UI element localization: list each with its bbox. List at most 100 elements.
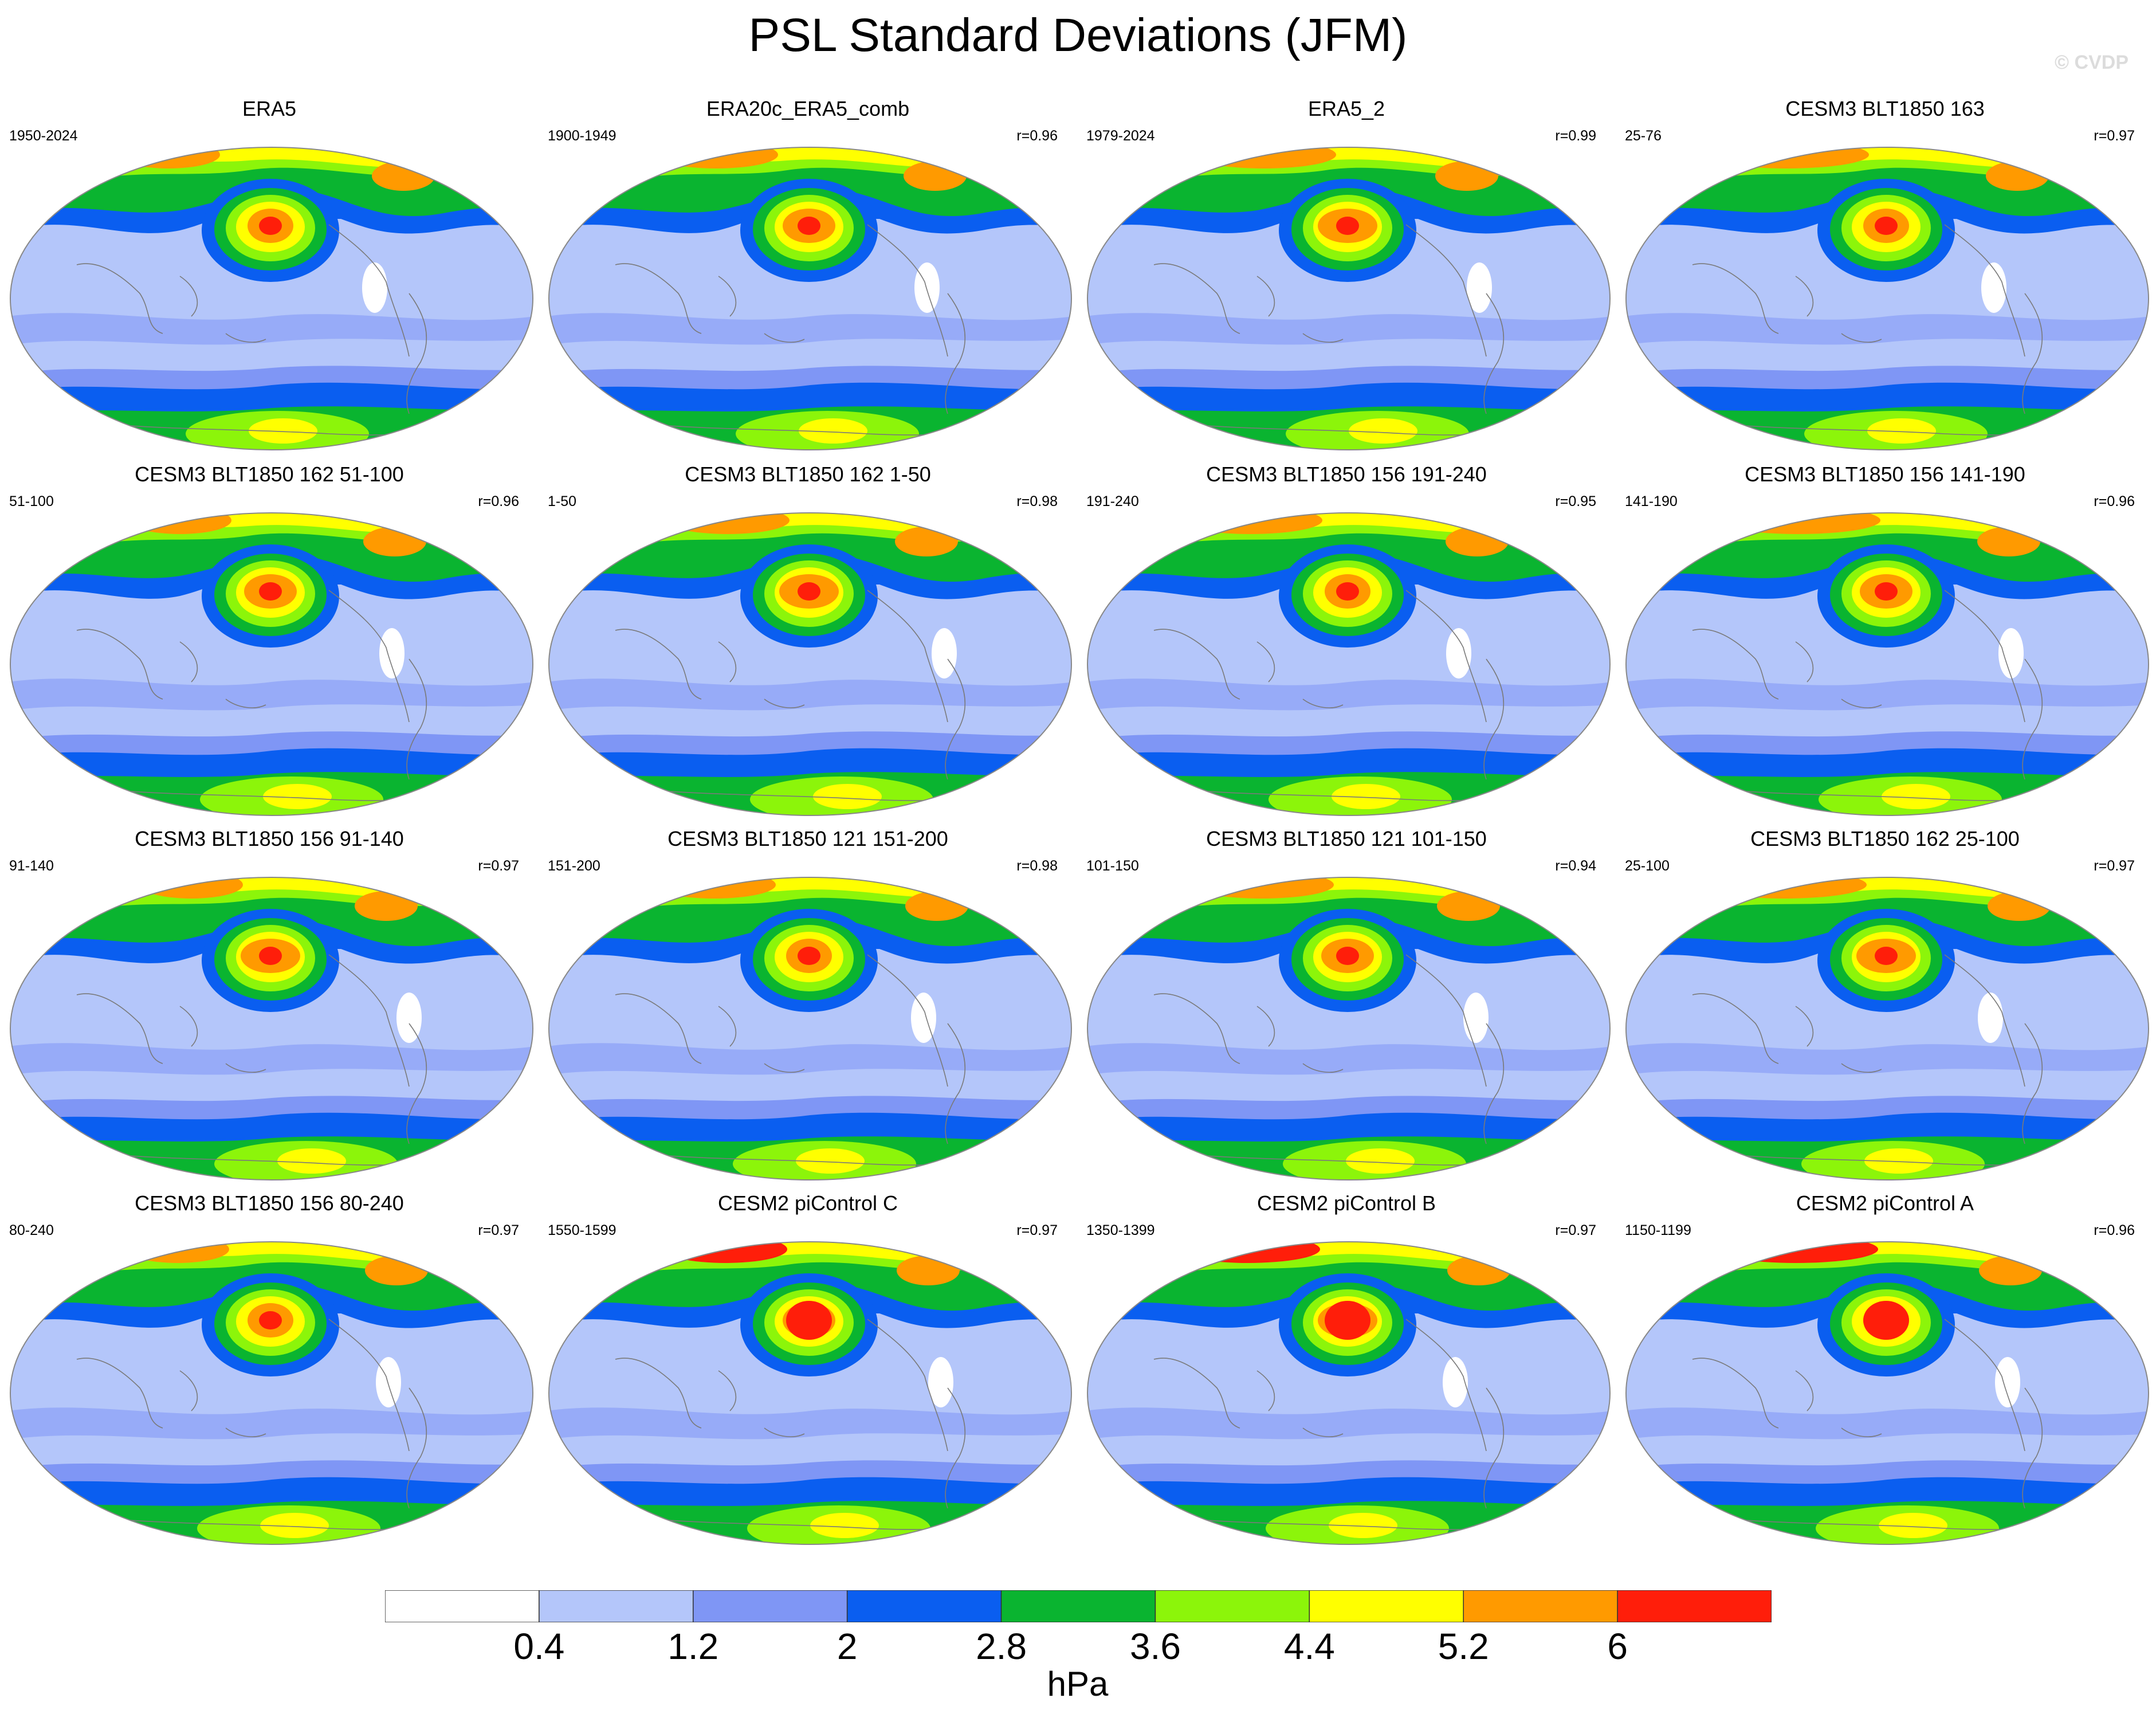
field-subtropic [1087, 1407, 1610, 1440]
panel-pattern-correlation: r=0.98 [1016, 493, 1058, 509]
global-map [1087, 877, 1611, 1180]
global-map [1625, 877, 2149, 1180]
field-min-patch [1998, 628, 2024, 678]
panel-period: 80-240 [9, 1222, 54, 1238]
coastline [2022, 1387, 2043, 1509]
panel-period: 91-140 [9, 858, 54, 874]
coastline [867, 590, 948, 723]
field-min-patch [914, 262, 940, 313]
field-atlantic-max [905, 891, 968, 921]
panel-pattern-correlation: r=0.99 [1555, 128, 1596, 144]
coastline [328, 1319, 410, 1452]
panel-pattern-correlation: r=0.94 [1555, 858, 1596, 874]
coastline [1256, 276, 1275, 317]
colorbar-tick-label: 2.8 [976, 1626, 1027, 1667]
field-south-yellow [1349, 418, 1417, 444]
field-min-patch [1995, 1357, 2020, 1407]
global-map [1087, 147, 1611, 450]
coastline [1841, 333, 1882, 343]
map-panel: CESM2 piControl C 1550-1599 r=0.97 [539, 1191, 1077, 1552]
field-subtropic [1087, 313, 1610, 345]
panel-title: ERA20c_ERA5_comb [706, 97, 910, 120]
panel-pattern-correlation: r=0.97 [1555, 1222, 1596, 1238]
coastline [406, 658, 427, 780]
field-atlantic-max [1977, 527, 2040, 556]
panel-title: CESM2 piControl A [1796, 1191, 1974, 1215]
coastline [867, 1319, 948, 1452]
field-south-yellow [1329, 1513, 1397, 1538]
panel-pattern-correlation: r=0.97 [2094, 128, 2135, 144]
coastline [1483, 293, 1505, 414]
map-outline [1625, 512, 2149, 816]
watermark: © CVDP [2055, 52, 2128, 73]
colorbar-tick-label: 5.2 [1438, 1626, 1489, 1667]
coastline [1153, 1358, 1240, 1429]
panel-period: 1-50 [548, 493, 577, 509]
global-map [10, 877, 533, 1180]
coastline [76, 1358, 163, 1429]
coastline [179, 276, 198, 317]
coastline [945, 293, 966, 414]
coastline [406, 1387, 427, 1509]
field-aleutian-max [1325, 1301, 1370, 1340]
panel-pattern-correlation: r=0.98 [1016, 858, 1058, 874]
field-aleutian-max [1336, 217, 1359, 235]
colorbar-swatch [1000, 1590, 1156, 1622]
field-subtropic [10, 678, 533, 711]
coastline [1841, 1063, 1882, 1073]
coastline [1795, 641, 1814, 683]
field-min-patch [396, 993, 422, 1043]
field-aleutian-max [259, 217, 282, 235]
field-south-yellow [1346, 1148, 1415, 1174]
field-aleutian-max [1336, 947, 1359, 965]
coastline [1692, 629, 1779, 700]
map-panel: CESM3 BLT1850 121 101-150 101-150 r=0.94 [1077, 826, 1616, 1187]
coastline [225, 1063, 266, 1073]
coastline [1944, 224, 2025, 357]
coastline [225, 699, 266, 708]
panel-pattern-correlation: r=0.96 [478, 493, 519, 509]
panel-title: CESM3 BLT1850 163 [1785, 97, 1985, 120]
colorbar-tick-label: 4.4 [1283, 1626, 1335, 1667]
coastline [945, 658, 966, 780]
coastline [328, 590, 410, 723]
colorbar [385, 1590, 1772, 1622]
panel-pattern-correlation: r=0.96 [1016, 128, 1058, 144]
coastline [1483, 1023, 1505, 1144]
coastline [76, 629, 163, 700]
map-outline [548, 1241, 1072, 1545]
field-south-yellow [796, 1148, 865, 1174]
colorbar-swatch [846, 1590, 1002, 1622]
coastline [718, 641, 737, 683]
global-map [1087, 512, 1611, 816]
global-map [1625, 512, 2149, 816]
global-map [1625, 147, 2149, 450]
map-outline [1087, 512, 1611, 816]
panel-title: CESM3 BLT1850 162 25-100 [1750, 827, 2020, 850]
field-subtropic [549, 1043, 1071, 1075]
field-min-patch [1981, 262, 2006, 313]
coastline [328, 954, 410, 1087]
map-outline [1087, 877, 1611, 1180]
coastline [945, 1023, 966, 1144]
map-outline [1087, 1241, 1611, 1545]
field-aleutian-max [1875, 582, 1898, 601]
global-map [548, 877, 1072, 1180]
field-aleutian-max [798, 582, 820, 601]
panel-title: CESM3 BLT1850 162 1-50 [685, 462, 931, 486]
coastline [615, 629, 702, 700]
field-min-patch [1446, 628, 1471, 678]
map-panel: CESM3 BLT1850 121 151-200 151-200 r=0.98 [539, 826, 1077, 1187]
global-map [1625, 1241, 2149, 1545]
field-aleutian-max [1863, 1301, 1909, 1340]
map-outline [10, 877, 533, 1180]
coastline [2022, 1023, 2043, 1144]
field-south-yellow [263, 784, 332, 809]
field-subtropic [1087, 678, 1610, 711]
map-outline [548, 147, 1072, 450]
panel-title: CESM2 piControl B [1256, 1191, 1436, 1215]
map-panel: CESM3 BLT1850 156 191-240 191-240 r=0.95 [1077, 462, 1616, 823]
map-outline [1625, 147, 2149, 450]
field-atlantic-max [897, 1256, 960, 1285]
